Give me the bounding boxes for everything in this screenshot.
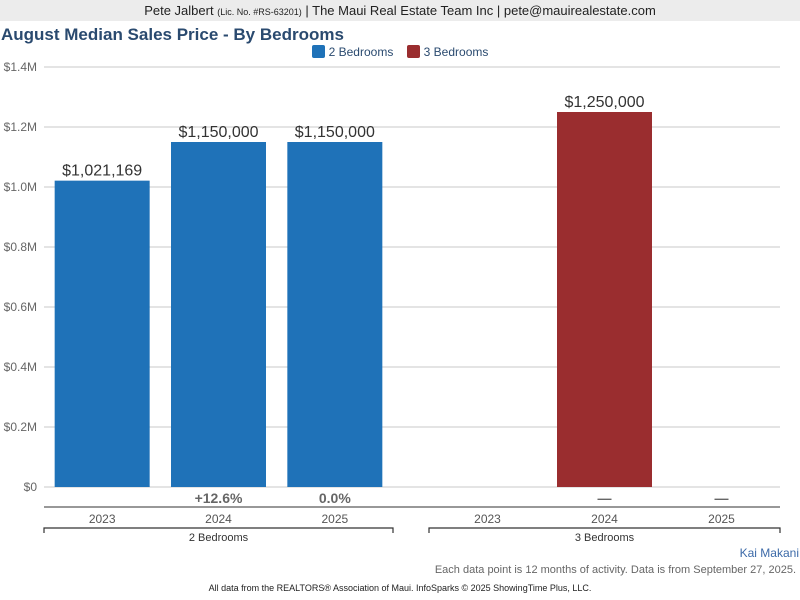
y-tick-label: $0 (24, 480, 38, 494)
agent-header: Pete Jalbert (Lic. No. #RS-63201) | The … (0, 0, 800, 21)
group-bracket (428, 527, 781, 533)
legend-swatch-3br (406, 45, 420, 58)
change-label: 0.0% (319, 490, 351, 506)
y-tick-label: $0.6M (4, 300, 37, 314)
y-tick-label: $1.4M (4, 60, 37, 74)
x-tick-label: 2024 (205, 512, 232, 526)
license-number: (Lic. No. #RS-63201) (217, 7, 302, 17)
bar-value-label: $1,250,000 (564, 94, 644, 111)
legend-label-3br: 3 Bedrooms (423, 45, 489, 59)
x-tick-label: 2025 (708, 512, 735, 526)
bar-value-label: $1,150,000 (295, 124, 375, 141)
x-tick-label: 2024 (591, 512, 618, 526)
y-tick-label: $0.8M (4, 240, 37, 254)
bar (287, 142, 383, 487)
group-bracket (43, 527, 394, 533)
legend-item-3br[interactable]: 3 Bedrooms (406, 45, 489, 59)
chart-title: August Median Sales Price - By Bedrooms (1, 25, 344, 44)
y-tick-label: $1.0M (4, 180, 37, 194)
legend-label-2br: 2 Bedrooms (328, 45, 394, 59)
change-label: — (598, 490, 612, 506)
bar (54, 180, 150, 488)
change-label: +12.6% (195, 490, 243, 506)
change-label: — (715, 490, 729, 506)
chart-legend: 2 Bedrooms 3 Bedrooms (0, 45, 800, 59)
y-tick-label: $1.2M (4, 120, 37, 134)
group-label: 2 Bedrooms (189, 532, 249, 544)
x-tick-label: 2025 (321, 512, 348, 526)
x-tick-label: 2023 (89, 512, 116, 526)
agent-name: Pete Jalbert (144, 3, 214, 18)
agent-link[interactable]: Kai Makani (739, 546, 799, 560)
group-label: 3 Bedrooms (575, 532, 635, 544)
y-tick-label: $0.4M (4, 360, 37, 374)
agent-company-email: | The Maui Real Estate Team Inc | pete@m… (305, 3, 656, 18)
bar (171, 142, 266, 487)
legend-swatch-2br (311, 45, 325, 58)
data-note: Each data point is 12 months of activity… (434, 564, 796, 576)
data-source: All data from the REALTORS® Association … (208, 583, 592, 593)
y-tick-label: $0.2M (4, 420, 37, 434)
x-tick-label: 2023 (474, 512, 501, 526)
bar (557, 112, 652, 487)
bar-value-label: $1,150,000 (178, 124, 258, 141)
legend-item-2br[interactable]: 2 Bedrooms (311, 45, 394, 59)
bar-value-label: $1,021,169 (62, 163, 142, 180)
